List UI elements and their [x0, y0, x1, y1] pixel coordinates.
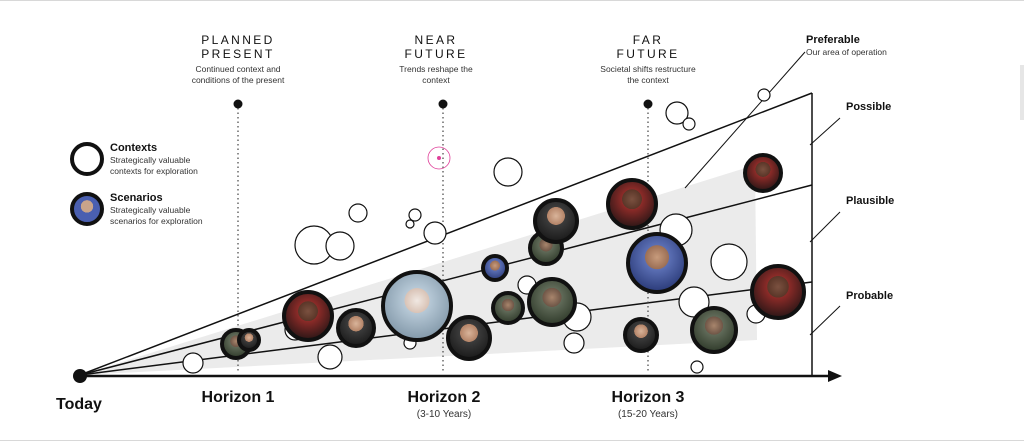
horizon-title: Horizon 2	[407, 389, 481, 406]
legend-contexts-description: Strategically valuable contexts for expl…	[110, 155, 198, 176]
top-border	[0, 0, 1024, 1]
scenario-photo[interactable]	[237, 328, 261, 352]
legend-scenarios-title: Scenarios	[110, 192, 163, 204]
scenario-photo[interactable]	[446, 315, 492, 361]
scenario-photo[interactable]	[491, 291, 525, 325]
plausible-label: Plausible	[846, 195, 895, 207]
context-ring-icon	[70, 142, 104, 176]
scenario-photo[interactable]	[743, 153, 783, 193]
scenario-photo[interactable]	[527, 277, 577, 327]
scenario-photo[interactable]	[623, 317, 659, 353]
context-circle[interactable]	[317, 344, 343, 370]
column-description: Societal shifts restructure the context	[600, 64, 696, 85]
scenario-photo[interactable]	[626, 232, 688, 294]
horizon-title: Horizon 3	[611, 389, 685, 406]
context-circle[interactable]	[408, 208, 422, 222]
probable-label: Probable	[846, 290, 894, 302]
column-title: FAR FUTURE	[616, 33, 680, 61]
context-circle[interactable]	[325, 231, 355, 261]
column-far-future: FAR FUTURE Societal shifts restructure t…	[568, 33, 728, 85]
scenario-photo[interactable]	[606, 178, 658, 230]
context-circle[interactable]	[757, 88, 771, 102]
today-dot	[73, 369, 87, 383]
context-circle[interactable]	[182, 352, 204, 374]
context-circle[interactable]	[710, 243, 748, 281]
context-circle[interactable]	[682, 117, 696, 131]
scenario-circles	[220, 153, 806, 361]
horizon-subtitle: (15-20 Years)	[617, 409, 679, 420]
column-description: Continued context and conditions of the …	[191, 64, 285, 85]
horizon-1-dot	[233, 99, 243, 109]
column-title: NEAR FUTURE	[404, 33, 468, 61]
preferable-label: Preferable	[806, 34, 860, 46]
horizon-subtitle: (3-10 Years)	[416, 409, 472, 420]
column-title: PLANNED PRESENT	[201, 33, 275, 61]
context-circle[interactable]	[690, 360, 704, 374]
column-near-future: NEAR FUTURE Trends reshape the context	[356, 33, 516, 85]
plausible-line	[79, 184, 813, 376]
side-tab	[1020, 65, 1024, 120]
scenario-photo[interactable]	[381, 270, 453, 342]
scenario-photo[interactable]	[533, 198, 579, 244]
horizon-2-dot	[438, 99, 448, 109]
preferable-leader	[684, 51, 806, 189]
possible-leader	[809, 117, 841, 146]
probable-leader	[809, 305, 841, 336]
scenario-photo[interactable]	[750, 264, 806, 320]
highlighted-context-dot	[437, 156, 441, 160]
scenario-photo[interactable]	[690, 306, 738, 354]
legend-scenarios-description: Strategically valuable scenarios for exp…	[110, 205, 203, 226]
highlighted-context[interactable]	[427, 146, 451, 170]
plausible-leader	[809, 211, 841, 243]
scenario-photo[interactable]	[282, 290, 334, 342]
context-circle[interactable]	[348, 203, 368, 223]
legend-contexts-title: Contexts	[110, 142, 158, 154]
timeline-arrowhead	[828, 370, 842, 382]
today-label: Today	[56, 396, 102, 413]
context-circle[interactable]	[405, 219, 415, 229]
scenario-photo-icon	[70, 192, 104, 226]
column-description: Trends reshape the context	[399, 64, 473, 85]
horizon-2-label: Horizon 2 (3-10 Years)	[374, 389, 514, 420]
bottom-border	[0, 440, 1024, 441]
possible-label: Possible	[846, 101, 892, 113]
context-circle[interactable]	[423, 221, 447, 245]
context-circle[interactable]	[563, 332, 585, 354]
scenario-photo[interactable]	[336, 308, 376, 348]
horizon-1-label: Horizon 1	[168, 389, 308, 407]
column-planned-present: PLANNED PRESENT Continued context and co…	[158, 33, 318, 85]
horizon-title: Horizon 1	[201, 389, 275, 406]
scenario-photo[interactable]	[481, 254, 509, 282]
horizon-3-label: Horizon 3 (15-20 Years)	[578, 389, 718, 420]
preferable-description: Our area of operation	[806, 47, 887, 57]
context-circle[interactable]	[665, 101, 689, 125]
context-circle[interactable]	[493, 157, 523, 187]
horizon-3-dot	[643, 99, 653, 109]
